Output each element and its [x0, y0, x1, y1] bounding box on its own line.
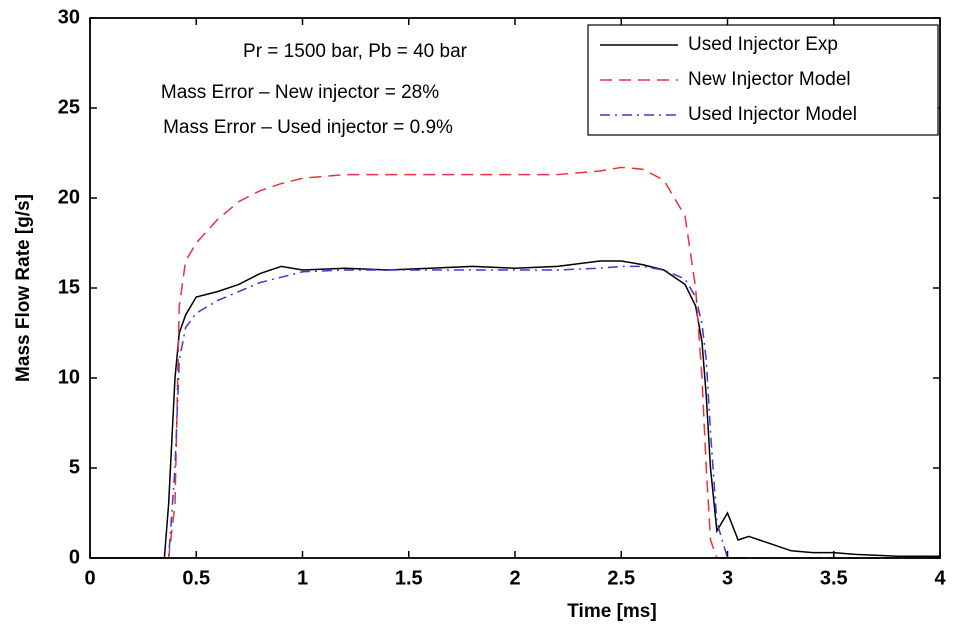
annotation: Mass Error – New injector = 28% [161, 82, 439, 103]
data-line [90, 265, 940, 559]
y-tick-label: 25 [58, 96, 80, 118]
x-tick-label: 0.5 [182, 567, 210, 589]
legend-label: Used Injector Model [688, 104, 857, 125]
x-tick-label: 1 [297, 567, 308, 589]
annotation: Mass Error – Used injector = 0.9% [163, 117, 453, 138]
x-tick-label: 3.5 [820, 567, 848, 589]
plot-frame [89, 17, 941, 559]
y-axis-label: Mass Flow Rate [g/s] [13, 194, 34, 382]
x-axis-label: Time [ms] [567, 601, 656, 622]
annotation: Pr = 1500 bar, Pb = 40 bar [243, 41, 468, 62]
y-tick-label: 20 [58, 186, 80, 208]
y-tick-label: 0 [69, 546, 80, 568]
x-tick-label: 4 [934, 567, 946, 589]
data-line [90, 260, 940, 559]
legend-label: Used Injector Exp [688, 34, 838, 55]
x-tick-label: 3 [722, 567, 733, 589]
x-tick-label: 0 [84, 567, 95, 589]
y-tick-label: 10 [58, 366, 80, 388]
legend-label: New Injector Model [688, 69, 851, 90]
y-tick-label: 15 [58, 276, 80, 298]
y-tick-label: 30 [58, 6, 80, 28]
x-tick-label: 2.5 [607, 567, 635, 589]
x-tick-label: 2 [509, 567, 520, 589]
y-tick-label: 5 [69, 456, 80, 478]
x-tick-label: 1.5 [395, 567, 423, 589]
data-line [90, 166, 940, 559]
